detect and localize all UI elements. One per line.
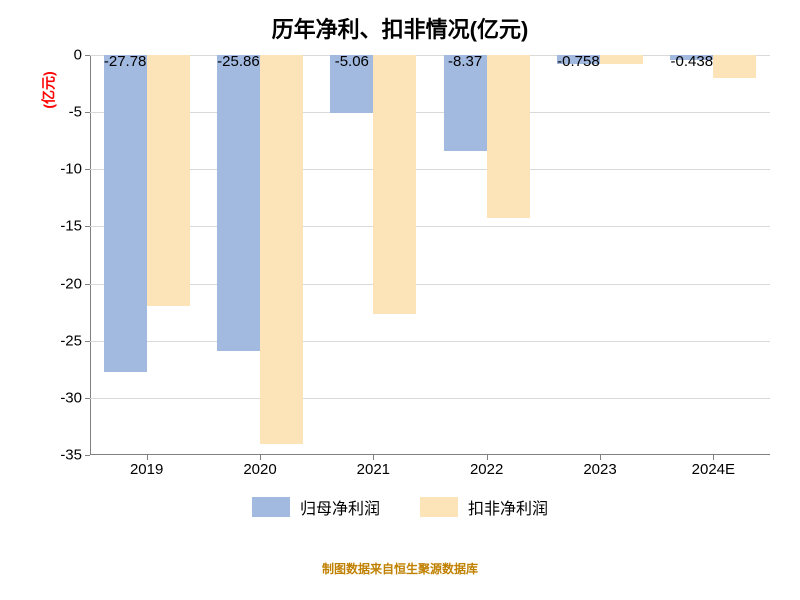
- x-tick-mark: [487, 455, 488, 460]
- legend: 归母净利润 扣非净利润: [0, 495, 800, 519]
- legend-swatch: [252, 497, 290, 517]
- y-axis-label: (亿元): [39, 71, 59, 108]
- y-tick-label: -25: [60, 332, 82, 349]
- chart-title: 历年净利、扣非情况(亿元): [0, 12, 800, 44]
- x-axis-line: [90, 454, 770, 455]
- legend-label: 归母净利润: [300, 495, 380, 519]
- y-tick-label: 0: [74, 47, 82, 64]
- y-tick-mark: [85, 169, 90, 170]
- bar: [373, 55, 416, 314]
- value-label: -27.78: [104, 53, 147, 70]
- x-tick-label: 2019: [130, 461, 163, 478]
- legend-item: 扣非净利润: [420, 495, 548, 519]
- y-tick-mark: [85, 284, 90, 285]
- y-tick-label: -35: [60, 447, 82, 464]
- x-tick-label: 2021: [357, 461, 390, 478]
- chart-footer: 制图数据来自恒生聚源数据库: [0, 560, 800, 577]
- x-tick-label: 2024E: [692, 461, 735, 478]
- x-tick-mark: [147, 455, 148, 460]
- bar: [487, 55, 530, 218]
- x-tick-label: 2022: [470, 461, 503, 478]
- grid-line: [90, 226, 770, 227]
- legend-label: 扣非净利润: [468, 495, 548, 519]
- value-label: -25.86: [217, 53, 260, 70]
- y-tick-mark: [85, 455, 90, 456]
- plot-area: 0-5-10-15-20-25-30-352019-27.782020-25.8…: [90, 55, 770, 455]
- y-tick-label: -10: [60, 161, 82, 178]
- value-label: -8.37: [448, 53, 482, 70]
- grid-line: [90, 284, 770, 285]
- bar: [260, 55, 303, 444]
- y-tick-label: -30: [60, 389, 82, 406]
- y-tick-mark: [85, 55, 90, 56]
- bar: [147, 55, 190, 306]
- x-tick-mark: [260, 455, 261, 460]
- bar: [713, 55, 756, 78]
- y-tick-mark: [85, 112, 90, 113]
- bar: [104, 55, 147, 372]
- y-tick-label: -15: [60, 218, 82, 235]
- grid-line: [90, 398, 770, 399]
- value-label: -0.758: [557, 53, 600, 70]
- legend-swatch: [420, 497, 458, 517]
- bar: [600, 55, 643, 64]
- value-label: -0.438: [671, 53, 714, 70]
- grid-line: [90, 341, 770, 342]
- x-tick-mark: [600, 455, 601, 460]
- x-tick-mark: [373, 455, 374, 460]
- y-tick-label: -5: [69, 104, 82, 121]
- grid-line: [90, 112, 770, 113]
- y-tick-label: -20: [60, 275, 82, 292]
- grid-line: [90, 169, 770, 170]
- y-tick-mark: [85, 341, 90, 342]
- bar: [217, 55, 260, 351]
- legend-item: 归母净利润: [252, 495, 380, 519]
- y-axis-line: [90, 55, 91, 455]
- x-tick-label: 2023: [583, 461, 616, 478]
- chart-container: { "chart": { "type": "bar", "title": "历年…: [0, 0, 800, 600]
- y-tick-mark: [85, 398, 90, 399]
- grid-line: [90, 55, 770, 56]
- x-tick-label: 2020: [243, 461, 276, 478]
- value-label: -5.06: [335, 53, 369, 70]
- x-tick-mark: [713, 455, 714, 460]
- y-tick-mark: [85, 226, 90, 227]
